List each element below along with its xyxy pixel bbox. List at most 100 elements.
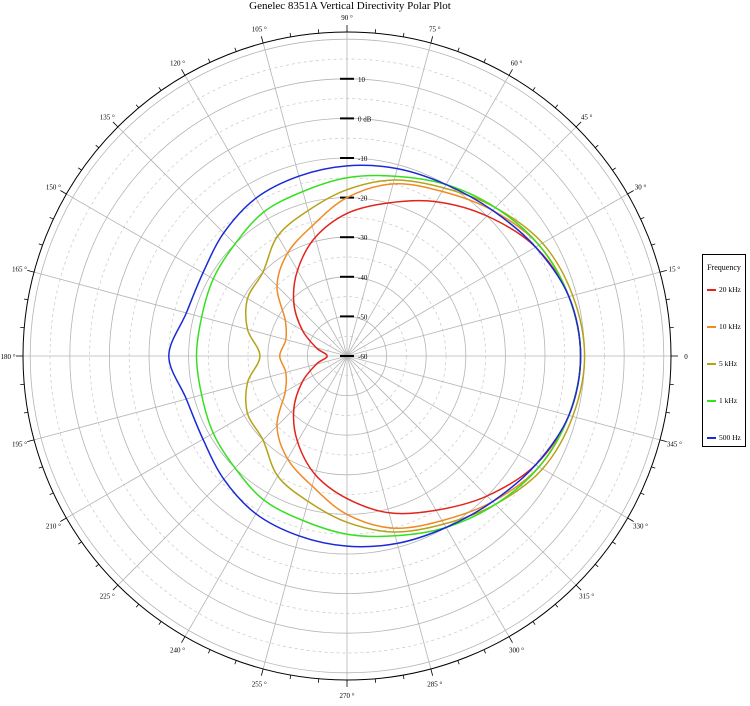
legend-swatch xyxy=(707,363,716,365)
angle-tick xyxy=(289,32,292,37)
legend-label: 10 kHz xyxy=(719,322,741,331)
angle-tick xyxy=(158,621,162,625)
angle-tick xyxy=(457,47,460,52)
radial-tick-label: -60 xyxy=(358,353,368,361)
radial-tick-label: -30 xyxy=(358,234,368,242)
angle-tick xyxy=(483,58,486,63)
series-line-10-khz xyxy=(276,182,582,530)
grid-spoke xyxy=(346,75,510,357)
series-line-500-hz xyxy=(168,164,582,548)
angle-tick xyxy=(38,243,43,246)
radial-tick-label: -50 xyxy=(358,313,368,321)
angle-tick xyxy=(289,675,292,680)
angle-tick xyxy=(60,517,67,522)
angle-label: 75 ° xyxy=(429,26,441,34)
angle-tick xyxy=(651,243,656,246)
grid-spoke xyxy=(66,193,348,357)
angle-tick xyxy=(27,269,35,273)
polar-plot: 0 15 ° 30 ° 45 ° 60 ° 75 ° 90 ° 105 ° 120 ° 135 °… xyxy=(0,14,688,700)
legend-label: 5 kHz xyxy=(719,359,738,368)
legend-item: 1 kHz xyxy=(707,396,747,406)
angle-tick xyxy=(640,492,645,495)
angle-tick xyxy=(49,217,54,220)
angle-label: 285 ° xyxy=(427,680,442,688)
angle-tick xyxy=(594,144,599,149)
legend-item: 5 kHz xyxy=(707,359,747,369)
angle-tick xyxy=(208,58,211,63)
angle-tick xyxy=(78,541,82,545)
angle-tick xyxy=(23,411,28,414)
grid-spoke xyxy=(346,355,661,441)
angle-tick xyxy=(38,466,43,469)
angle-tick xyxy=(508,636,513,643)
angle-tick xyxy=(402,675,405,680)
angle-tick xyxy=(430,36,434,44)
angle-tick xyxy=(627,517,634,522)
grid-spoke xyxy=(346,355,510,637)
angle-tick xyxy=(23,298,28,301)
angle-tick xyxy=(234,47,237,52)
grid-spoke xyxy=(262,42,348,357)
angle-tick xyxy=(95,563,100,568)
radial-tick-label: -40 xyxy=(358,274,368,282)
angle-tick xyxy=(27,439,35,443)
angle-label: 45 ° xyxy=(581,113,593,121)
grid-spoke xyxy=(346,193,628,357)
grid-spoke xyxy=(184,75,348,357)
legend-item: 20 kHz xyxy=(707,285,747,295)
grid-spoke xyxy=(346,126,577,357)
angle-tick xyxy=(666,411,671,414)
legend-label: 500 Hz xyxy=(719,433,741,442)
angle-label: 120 ° xyxy=(170,59,185,67)
angle-label: 225 ° xyxy=(100,593,115,601)
chart-title: Genelec 8351A Vertical Directivity Polar… xyxy=(249,0,451,12)
legend-swatch xyxy=(707,326,716,328)
radial-tick-label: -20 xyxy=(358,195,368,203)
legend-swatch xyxy=(707,400,716,402)
angle-label: 135 ° xyxy=(100,113,115,121)
angle-tick xyxy=(594,563,599,568)
angle-tick xyxy=(659,269,667,273)
radial-tick-label: 10 xyxy=(358,76,366,84)
legend-swatch xyxy=(707,289,716,291)
angle-tick xyxy=(95,144,100,149)
grid-spoke xyxy=(262,355,348,670)
angle-label: 0 xyxy=(684,353,688,361)
angle-label: 30 ° xyxy=(635,184,647,192)
grid-spoke xyxy=(346,355,628,519)
angle-tick xyxy=(554,603,559,608)
legend-swatch xyxy=(707,437,716,439)
grid-spoke xyxy=(346,355,577,586)
angle-tick xyxy=(659,439,667,443)
angle-tick xyxy=(78,167,82,171)
angle-label: 315 ° xyxy=(579,593,594,601)
angle-tick xyxy=(430,668,434,676)
series-line-20-khz xyxy=(292,199,582,515)
grid-spoke xyxy=(33,271,348,357)
series-line-5-khz xyxy=(245,179,586,533)
angle-tick xyxy=(508,69,513,76)
angle-tick xyxy=(532,621,536,625)
angle-label: 255 ° xyxy=(252,680,267,688)
grid-spoke xyxy=(184,355,348,637)
grid-spoke xyxy=(66,355,348,519)
angle-label: 195 ° xyxy=(12,441,27,449)
angle-tick xyxy=(208,649,211,654)
legend-item: 10 kHz xyxy=(707,322,747,332)
legend-item: 500 Hz xyxy=(707,433,747,443)
grid-spoke xyxy=(117,355,348,586)
angle-tick xyxy=(627,190,634,195)
legend: Frequency 20 kHz 10 kHz 5 kHz 1 kHz 500 Hz xyxy=(702,254,746,447)
angle-tick xyxy=(135,603,140,608)
angle-tick xyxy=(260,668,264,676)
legend-label: 1 kHz xyxy=(719,396,738,405)
angle-tick xyxy=(402,32,405,37)
angle-tick xyxy=(135,104,140,109)
angle-label: 345 ° xyxy=(667,441,682,449)
angle-tick xyxy=(666,298,671,301)
angle-tick xyxy=(260,36,264,44)
angle-tick xyxy=(554,104,559,109)
angle-label: 105 ° xyxy=(252,26,267,34)
angle-label: 240 ° xyxy=(170,647,185,655)
angle-label: 15 ° xyxy=(669,265,681,273)
